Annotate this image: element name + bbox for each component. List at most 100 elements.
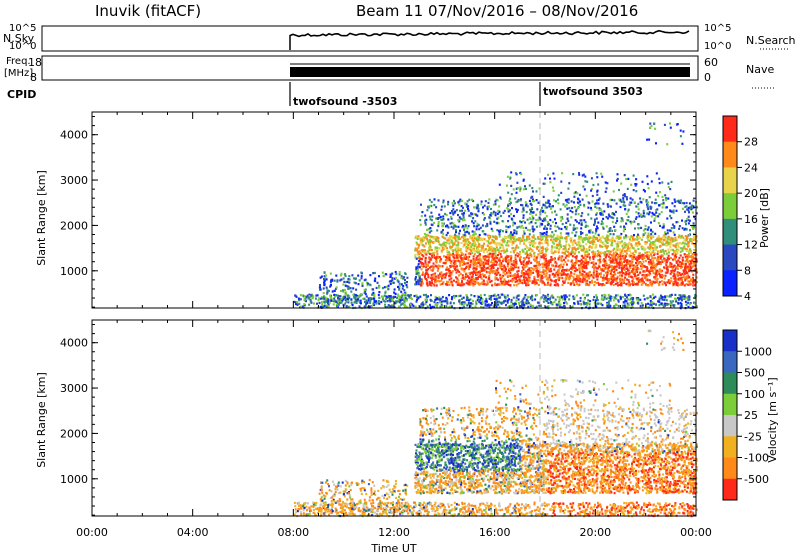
heatmap-cell — [594, 220, 596, 223]
heatmap-cell — [422, 273, 425, 276]
heatmap-cell — [565, 275, 568, 278]
heatmap-cell — [677, 259, 680, 262]
heatmap-cell — [541, 263, 544, 266]
heatmap-cell — [498, 235, 501, 238]
heatmap-cell — [568, 294, 571, 297]
heatmap-cell — [488, 278, 491, 281]
heatmap-cell — [387, 287, 390, 290]
heatmap-cell — [312, 295, 315, 298]
heatmap-cell — [462, 245, 465, 248]
heatmap-cell — [649, 248, 652, 251]
heatmap-cell — [308, 293, 311, 296]
heatmap-cell — [446, 239, 449, 242]
heatmap-cell — [595, 270, 598, 273]
heatmap-cell — [460, 277, 463, 280]
heatmap-cell — [475, 213, 478, 216]
heatmap-cell — [438, 296, 441, 299]
heatmap-cell — [523, 279, 526, 282]
heatmap-cell — [659, 269, 662, 272]
heatmap-cell — [481, 246, 484, 249]
heatmap-cell — [543, 253, 546, 256]
heatmap-cell — [612, 233, 615, 236]
heatmap-cell — [475, 257, 478, 260]
heatmap-cell — [325, 305, 328, 309]
heatmap-cell — [463, 255, 466, 258]
heatmap-cell — [670, 248, 673, 252]
heatmap-cell — [415, 294, 418, 297]
heatmap-cell — [662, 274, 665, 278]
heatmap-cell — [606, 303, 609, 306]
heatmap-cell — [661, 283, 664, 286]
heatmap-cell — [512, 260, 515, 263]
beam-date-title: Beam 11 07/Nov/2016 – 08/Nov/2016 — [356, 2, 638, 20]
heatmap-cell — [551, 235, 554, 238]
heatmap-cell — [420, 278, 423, 281]
heatmap-cell — [574, 227, 577, 230]
heatmap-cell — [693, 243, 696, 246]
heatmap-cell — [383, 299, 386, 302]
heatmap-cell — [430, 284, 433, 287]
heatmap-cell — [574, 219, 577, 222]
heatmap-cell — [394, 292, 397, 295]
heatmap-cell — [356, 294, 359, 297]
heatmap-cell — [534, 267, 537, 270]
heatmap-cell — [517, 269, 520, 272]
heatmap-cell — [468, 248, 471, 251]
heatmap-cell — [619, 242, 622, 245]
heatmap-cell — [585, 267, 588, 270]
heatmap-cell — [515, 299, 518, 302]
heatmap-cell — [389, 300, 392, 303]
heatmap-cell — [462, 235, 465, 238]
heatmap-cell — [373, 295, 376, 298]
heatmap-cell — [430, 269, 433, 272]
heatmap-cell — [581, 280, 584, 283]
heatmap-cell — [571, 243, 574, 247]
heatmap-cell — [672, 283, 675, 286]
heatmap-cell — [567, 234, 570, 237]
heatmap-cell — [578, 235, 580, 238]
heatmap-cell — [626, 305, 629, 308]
freq-tick-bottom: 8 — [30, 71, 37, 84]
heatmap-cell — [571, 259, 574, 262]
heatmap-cell — [637, 234, 640, 238]
heatmap-cell — [493, 297, 496, 300]
heatmap-cell — [671, 253, 674, 256]
heatmap-cell — [651, 241, 654, 244]
heatmap-cell — [418, 276, 421, 279]
heatmap-cell — [614, 229, 617, 232]
heatmap-cell — [661, 243, 664, 246]
heatmap-cell — [473, 237, 476, 240]
heatmap-cell — [488, 247, 490, 250]
heatmap-cell — [460, 205, 463, 208]
heatmap-cell — [615, 210, 617, 213]
heatmap-cell — [628, 304, 631, 307]
heatmap-cell — [495, 246, 498, 249]
heatmap-cell — [683, 202, 686, 205]
heatmap-cell — [679, 273, 682, 277]
heatmap-cell — [666, 268, 669, 271]
heatmap-cell — [505, 268, 507, 271]
heatmap-cell — [617, 284, 620, 287]
heatmap-cell — [560, 227, 563, 231]
heatmap-cell — [354, 277, 357, 280]
heatmap-cell — [497, 209, 500, 212]
heatmap-cell — [637, 257, 640, 260]
heatmap-cell — [554, 298, 557, 301]
heatmap-cell — [457, 279, 460, 282]
heatmap-cell — [636, 264, 639, 267]
heatmap-cell — [574, 263, 577, 266]
heatmap-cell — [644, 228, 647, 231]
heatmap-cell — [640, 278, 642, 281]
heatmap-cell — [523, 296, 526, 299]
heatmap-cell — [684, 247, 687, 250]
heatmap-cell — [644, 241, 647, 244]
heatmap-cell — [690, 278, 692, 281]
heatmap-cell — [451, 270, 454, 273]
heatmap-cell — [299, 294, 302, 297]
heatmap-cell — [549, 282, 552, 285]
nsky-trace — [289, 29, 690, 38]
heatmap-cell — [530, 250, 533, 253]
nsearch-tick-bottom: 10^0 — [704, 41, 731, 52]
heatmap-cell — [400, 275, 403, 278]
heatmap-cell — [533, 275, 536, 278]
